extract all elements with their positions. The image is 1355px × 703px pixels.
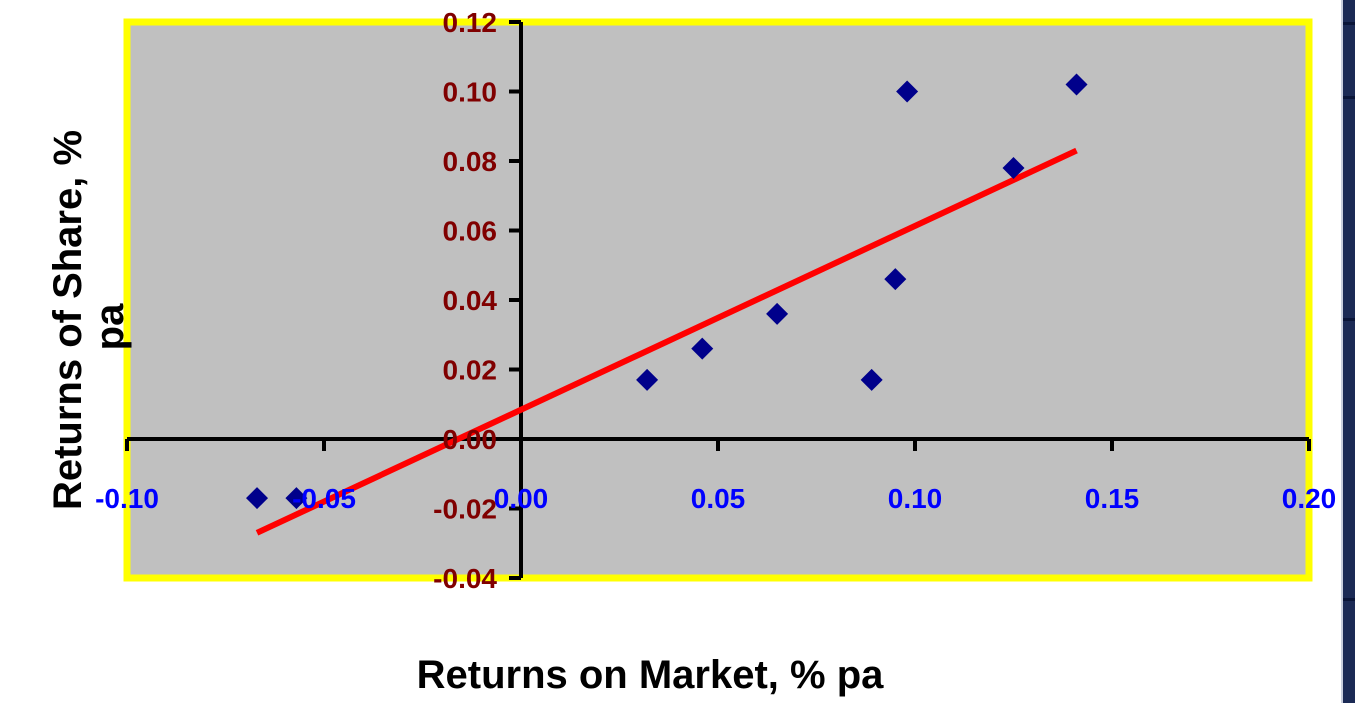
x-tick-label: 0.15	[1085, 483, 1140, 514]
y-tick-labels: -0.04 -0.02 0.00 0.02 0.04 0.06 0.08 0.10 0.12	[433, 7, 497, 594]
y-tick-label: -0.02	[433, 494, 497, 525]
y-tick-label: 0.06	[443, 216, 498, 247]
y-axis-title: Returns of Share, % pa	[0, 0, 132, 703]
y-tick-label: 0.12	[443, 7, 498, 38]
y-tick-label: 0.04	[443, 285, 498, 316]
y-tick-label: 0.10	[443, 77, 498, 108]
x-tick-label: 0.20	[1282, 483, 1337, 514]
trendline	[255, 147, 1078, 536]
plot-area	[123, 18, 1313, 582]
data-point	[285, 487, 308, 510]
data-point	[860, 368, 883, 391]
axes	[125, 20, 1311, 580]
y-axis-title-line1: Returns of Share, %	[46, 129, 90, 511]
x-tick-label: -0.10	[95, 483, 159, 514]
x-tick-label: 0.05	[691, 483, 746, 514]
y-axis-title-line2: pa	[88, 303, 132, 351]
x-tick-labels: -0.10 -0.05 0.00 0.05 0.10 0.15 0.20	[95, 483, 1336, 514]
y-tick-label: 0.08	[443, 146, 498, 177]
x-axis-title: Returns on Market, % pa	[416, 653, 884, 697]
x-tick-label: 0.10	[888, 483, 943, 514]
data-point	[1065, 73, 1088, 96]
data-point	[896, 80, 919, 103]
y-tick-label: 0.02	[443, 355, 498, 386]
data-point	[1002, 156, 1025, 179]
data-point	[691, 337, 714, 360]
window-edge	[1341, 0, 1355, 703]
x-tick-label: 0.00	[494, 483, 549, 514]
y-tick-label: 0.00	[443, 424, 498, 455]
data-point	[246, 487, 269, 510]
data-points	[246, 73, 1088, 510]
trendline-layer	[255, 147, 1078, 536]
data-point	[636, 368, 659, 391]
x-tick-label: -0.05	[292, 483, 356, 514]
data-point	[884, 268, 907, 291]
y-tick-label: -0.04	[433, 563, 497, 594]
data-point	[766, 302, 789, 325]
